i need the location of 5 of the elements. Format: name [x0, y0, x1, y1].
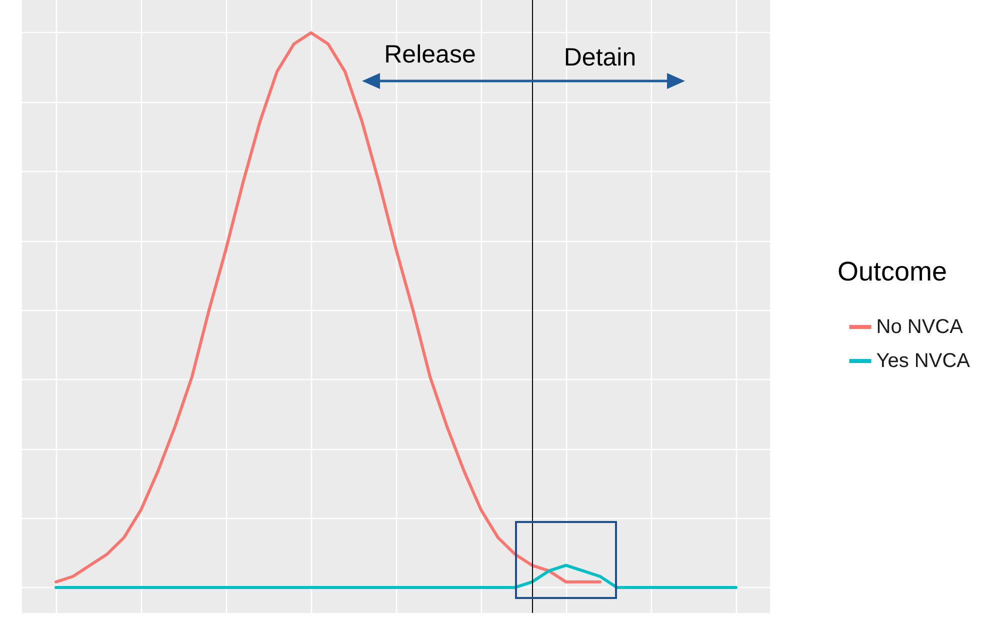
- annotation: Detain: [564, 43, 636, 72]
- annotation: Release: [384, 40, 476, 70]
- legend-label: Yes NVCA: [876, 350, 971, 372]
- legend-label: No NVCA: [876, 316, 964, 338]
- legend-title: Outcome: [837, 256, 948, 286]
